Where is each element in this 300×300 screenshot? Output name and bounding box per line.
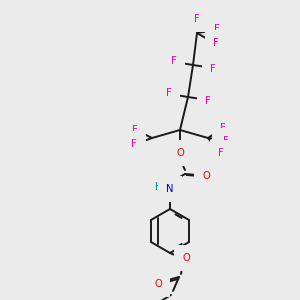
Text: O: O (182, 253, 190, 263)
Text: F: F (166, 88, 172, 98)
Text: H: H (155, 182, 163, 192)
Text: F: F (218, 148, 224, 158)
Text: F: F (131, 139, 137, 149)
Text: F: F (171, 56, 177, 66)
Text: F: F (220, 123, 226, 133)
Text: F: F (214, 24, 220, 34)
Text: F: F (213, 38, 219, 48)
Text: F: F (205, 96, 211, 106)
Text: F: F (132, 125, 138, 135)
Text: F: F (210, 64, 216, 74)
Text: F: F (194, 14, 200, 24)
Text: N: N (166, 184, 174, 194)
Text: O: O (176, 148, 184, 158)
Text: F: F (223, 136, 229, 146)
Text: O: O (154, 279, 162, 289)
Text: O: O (202, 171, 210, 181)
